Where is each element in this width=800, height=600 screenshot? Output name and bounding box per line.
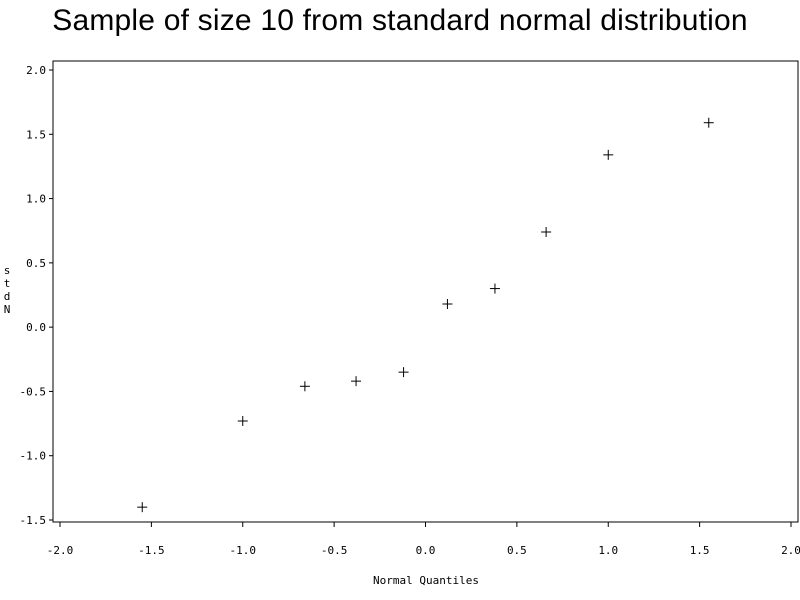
data-point <box>541 227 552 237</box>
y-axis: 2.0 1.5 1.0 0.5 0.0 -0.5 -1.0 -1.5 <box>20 64 53 527</box>
x-tick-label: -1.0 <box>230 544 257 557</box>
data-points <box>137 117 714 513</box>
y-tick-label: -1.0 <box>20 450 47 463</box>
chart-title: Sample of size 10 from standard normal d… <box>52 4 748 37</box>
x-tick-label: -1.5 <box>138 544 165 557</box>
data-point <box>137 502 148 513</box>
y-tick-label: -0.5 <box>20 385 47 398</box>
data-point <box>489 283 500 294</box>
plot-frame <box>52 60 799 523</box>
x-tick-label: 2.0 <box>781 544 800 557</box>
x-tick-label: -0.5 <box>321 544 348 557</box>
y-tick-label: 0.0 <box>26 321 46 334</box>
x-axis-title: Normal Quantiles <box>373 574 479 587</box>
x-tick-label: 0.0 <box>416 544 436 557</box>
y-tick-label: 2.0 <box>26 64 46 77</box>
x-tick-label: -2.0 <box>47 544 74 557</box>
x-axis: -2.0 -1.5 -1.0 -0.5 0.0 0.5 1.0 1.5 2.0 <box>47 522 800 557</box>
data-point <box>442 299 453 309</box>
x-tick-label: 1.0 <box>598 544 618 557</box>
y-tick-label: 1.0 <box>26 193 46 206</box>
data-point <box>299 381 310 392</box>
data-point <box>703 117 714 128</box>
data-point <box>603 149 614 160</box>
data-point <box>398 367 409 378</box>
x-tick-label: 0.5 <box>507 544 527 557</box>
y-tick-label: -1.5 <box>20 514 47 527</box>
y-tick-label: 0.5 <box>26 257 46 270</box>
data-point <box>351 376 362 387</box>
data-point <box>237 416 248 426</box>
y-tick-label: 1.5 <box>26 128 46 141</box>
x-tick-label: 1.5 <box>690 544 710 557</box>
